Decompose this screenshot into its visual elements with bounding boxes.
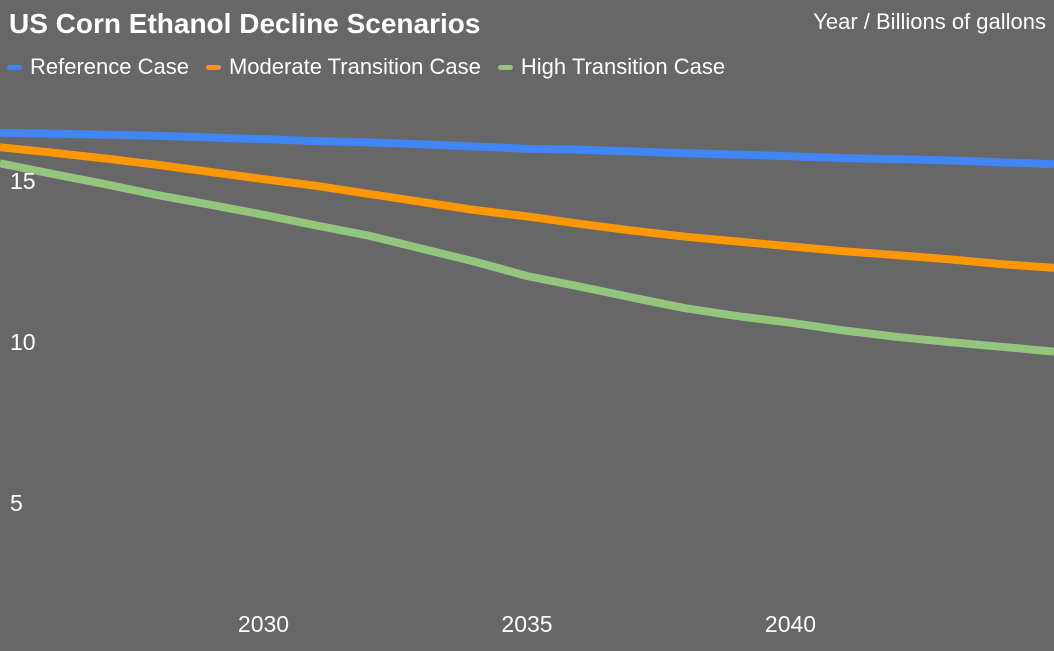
legend-item-reference-case[interactable]: Reference Case xyxy=(7,54,189,80)
legend-label: Moderate Transition Case xyxy=(228,54,481,79)
legend-item-moderate-transition-case[interactable]: Moderate Transition Case xyxy=(205,54,481,80)
legend-dash-icon xyxy=(205,64,221,70)
y-tick-label-10: 10 xyxy=(10,329,36,355)
series-line-high-transition-case xyxy=(0,159,1054,356)
legend-label: Reference Case xyxy=(30,54,189,79)
legend-dash-icon xyxy=(497,64,513,70)
x-tick-label-2030: 2030 xyxy=(237,611,290,637)
x-tick-label-2040: 2040 xyxy=(764,611,817,637)
chart-legend: Reference Case Moderate Transition Case Hi… xyxy=(7,54,725,80)
chart-title: US Corn Ethanol Decline Scenarios xyxy=(9,8,481,39)
series-line-reference-case xyxy=(0,128,1054,169)
legend-dash-icon xyxy=(7,64,22,70)
legend-label: High Transition Case xyxy=(520,54,726,79)
y-tick-label-5: 5 xyxy=(10,490,23,516)
legend-item-high-transition-case[interactable]: High Transition Case xyxy=(497,54,726,80)
series-line-moderate-transition-case xyxy=(0,143,1054,272)
x-tick-label-2035: 2035 xyxy=(501,611,553,637)
y-tick-label-15: 15 xyxy=(10,168,36,194)
axis-units-label: Year / Billions of gallons xyxy=(813,9,1046,34)
